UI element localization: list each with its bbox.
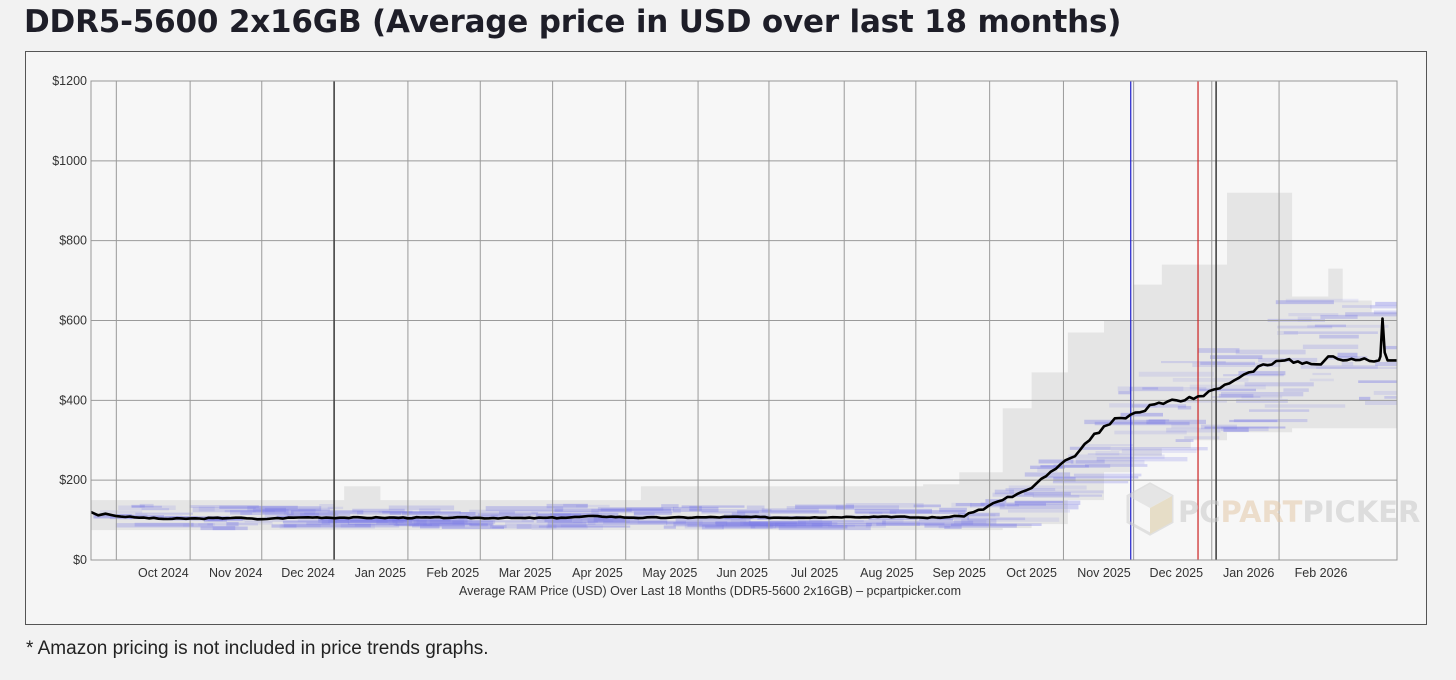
x-tick-label: Jun 2025 [716, 566, 767, 580]
x-tick-label: Feb 2025 [426, 566, 479, 580]
price-segment-layer [93, 298, 1397, 531]
x-axis-title: Average RAM Price (USD) Over Last 18 Mon… [459, 584, 961, 598]
x-tick-label: Dec 2025 [1150, 566, 1204, 580]
pcpartpicker-logo-icon [1126, 482, 1174, 536]
x-tick-label: Sep 2025 [932, 566, 986, 580]
watermark-text: PCPARTPICKER [1178, 495, 1420, 529]
marker-layer [333, 81, 1217, 560]
y-tick-label: $1000 [52, 154, 87, 168]
x-tick-label: Jul 2025 [791, 566, 838, 580]
x-tick-label: Nov 2025 [1077, 566, 1131, 580]
x-tick-label: Jan 2025 [355, 566, 406, 580]
page-title: DDR5-5600 2x16GB (Average price in USD o… [24, 4, 1122, 40]
x-axis: Oct 2024 Nov 2024 Dec 2024 Jan 2025 Feb 2025… [138, 566, 1347, 580]
y-tick-label: $800 [59, 234, 87, 248]
x-tick-label: Mar 2025 [499, 566, 552, 580]
watermark: PCPARTPICKER [1126, 482, 1420, 536]
x-tick-label: Aug 2025 [860, 566, 914, 580]
footnote: * Amazon pricing is not included in pric… [26, 638, 489, 659]
y-tick-label: $1200 [52, 74, 87, 88]
x-tick-label: Dec 2024 [281, 566, 335, 580]
y-tick-label: $400 [59, 393, 87, 407]
average-price-line-layer [90, 317, 1397, 521]
x-tick-label: Feb 2026 [1295, 566, 1348, 580]
x-tick-label: Nov 2024 [209, 566, 263, 580]
x-tick-label: May 2025 [642, 566, 697, 580]
y-tick-label: $0 [73, 553, 87, 567]
x-tick-label: Apr 2025 [572, 566, 623, 580]
grid-layer [91, 81, 1397, 560]
watermark-part1: PC [1178, 495, 1221, 529]
x-tick-label: Jan 2026 [1223, 566, 1274, 580]
y-tick-label: $200 [59, 473, 87, 487]
watermark-part3: PICKER [1302, 495, 1420, 529]
x-tick-label: Oct 2024 [138, 566, 189, 580]
price-range-layer [91, 192, 1397, 531]
price-chart: PCPARTPICKER $0 $200 $400 $600 $800 $1000 $120… [52, 74, 1420, 598]
x-tick-label: Oct 2025 [1006, 566, 1057, 580]
watermark-part2: PART [1221, 495, 1303, 529]
chart-frame: PCPARTPICKER $0 $200 $400 $600 $800 $1000 $120… [25, 51, 1427, 625]
price-range-band [91, 192, 1397, 531]
y-tick-label: $600 [59, 314, 87, 328]
y-axis: $0 $200 $400 $600 $800 $1000 $1200 [52, 74, 87, 567]
average-price-line [90, 317, 1397, 521]
plot-border [90, 80, 1398, 561]
